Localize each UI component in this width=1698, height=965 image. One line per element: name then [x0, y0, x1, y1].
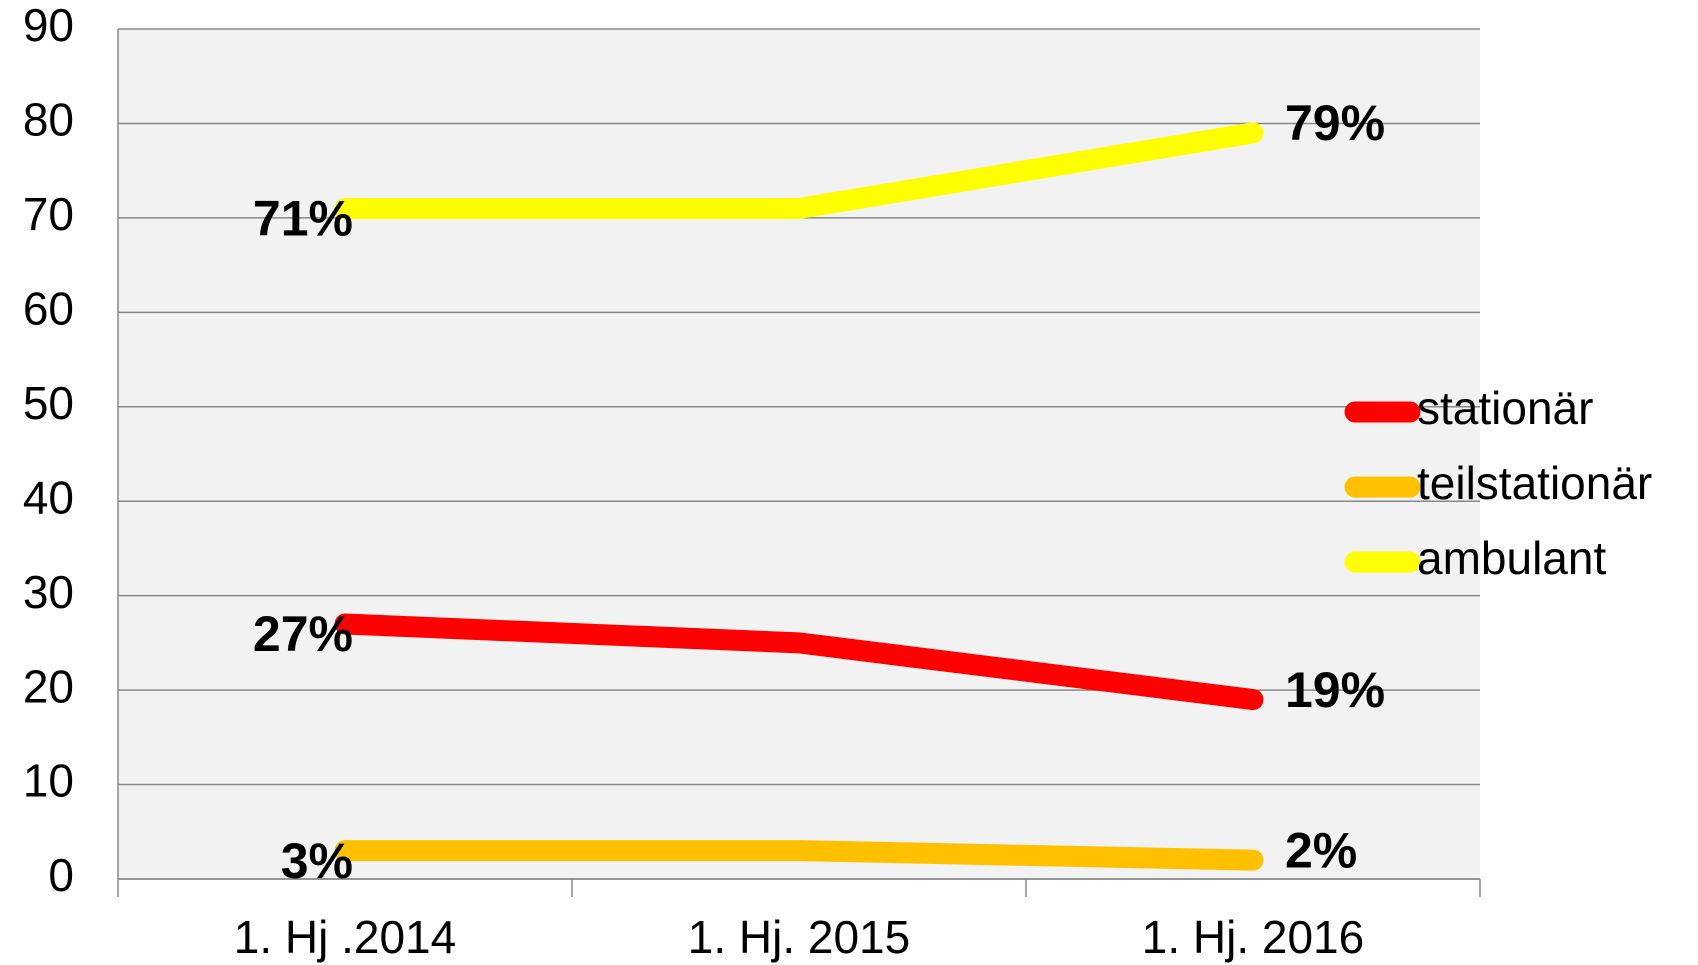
y-tick-label: 60 [23, 282, 74, 334]
series-line [334, 613, 1264, 711]
y-tick-label: 50 [23, 377, 74, 429]
x-tick-label: 1. Hj. 2016 [1142, 911, 1364, 963]
data-label: 2% [1285, 822, 1357, 878]
data-label: 79% [1285, 95, 1385, 151]
legend-label: ambulant [1417, 532, 1606, 584]
y-tick-label: 40 [23, 471, 74, 523]
y-tick-label: 80 [23, 94, 74, 146]
legend-label: teilstationär [1417, 457, 1652, 509]
series-line [334, 122, 1264, 219]
plot-area [118, 29, 1480, 879]
y-tick-label: 20 [23, 660, 74, 712]
legend-label: stationär [1417, 382, 1593, 434]
x-tick-label: 1. Hj. 2015 [688, 911, 910, 963]
data-label: 19% [1285, 662, 1385, 718]
y-tick-label: 10 [23, 755, 74, 807]
x-tick-label: 1. Hj .2014 [234, 911, 456, 963]
data-label: 3% [281, 833, 353, 889]
y-tick-label: 70 [23, 188, 74, 240]
data-label: 27% [253, 606, 353, 662]
y-tick-label: 30 [23, 566, 74, 618]
data-label: 71% [253, 191, 353, 247]
series-line [334, 840, 1264, 871]
y-tick-label: 0 [48, 849, 74, 901]
y-tick-label: 90 [23, 0, 74, 51]
